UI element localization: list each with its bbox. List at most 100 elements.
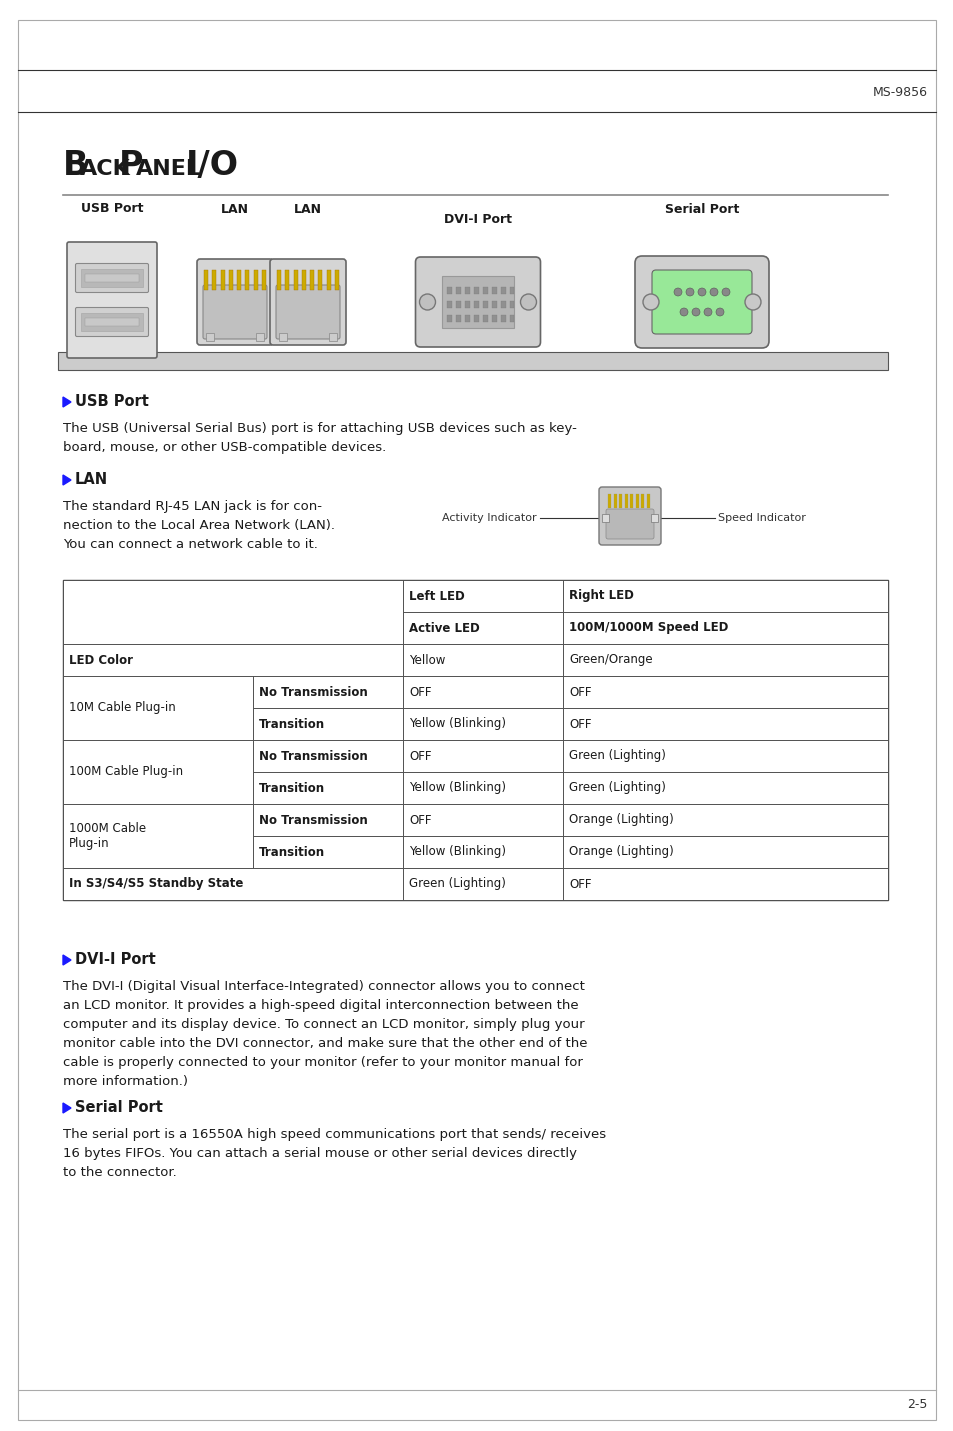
Bar <box>253 836 402 869</box>
Circle shape <box>703 308 711 316</box>
Circle shape <box>709 288 718 296</box>
Bar <box>646 494 649 508</box>
Bar <box>245 270 249 290</box>
Text: Active LED: Active LED <box>409 621 479 634</box>
Bar <box>329 333 336 341</box>
Bar <box>441 276 514 328</box>
Circle shape <box>679 308 687 316</box>
Text: ACK: ACK <box>79 159 131 179</box>
Bar <box>456 301 461 308</box>
Bar <box>650 514 658 522</box>
Bar <box>601 514 608 522</box>
Bar <box>483 315 488 322</box>
Bar <box>562 708 887 740</box>
Text: ANEL: ANEL <box>135 159 200 179</box>
Bar <box>253 708 402 740</box>
Text: P: P <box>119 149 143 182</box>
Bar <box>630 494 633 508</box>
Bar <box>562 740 887 771</box>
Text: Yellow (Blinking): Yellow (Blinking) <box>409 846 505 859</box>
Text: B: B <box>63 149 89 182</box>
Text: The DVI-I (Digital Visual Interface-Integrated) connector allows you to connect
: The DVI-I (Digital Visual Interface-Inte… <box>63 980 587 1088</box>
Bar <box>492 301 497 308</box>
FancyBboxPatch shape <box>598 487 660 545</box>
Bar <box>614 494 617 508</box>
Bar <box>456 315 461 322</box>
Text: LAN: LAN <box>75 472 108 488</box>
Bar <box>402 675 562 708</box>
Text: Orange (Lighting): Orange (Lighting) <box>568 813 673 827</box>
Bar <box>253 675 402 708</box>
Circle shape <box>716 308 723 316</box>
Text: 10M Cable Plug-in: 10M Cable Plug-in <box>69 701 175 714</box>
Bar <box>465 286 470 293</box>
Text: In S3/S4/S5 Standby State: In S3/S4/S5 Standby State <box>69 877 243 890</box>
Bar <box>402 804 562 836</box>
Text: Left LED: Left LED <box>409 590 464 602</box>
Bar <box>562 612 887 644</box>
Bar <box>213 270 216 290</box>
Polygon shape <box>63 1103 71 1113</box>
Bar <box>63 580 887 900</box>
Bar <box>294 270 297 290</box>
Bar <box>562 644 887 675</box>
Bar <box>510 315 514 322</box>
Bar <box>402 836 562 869</box>
Bar <box>285 270 289 290</box>
Bar <box>85 273 139 282</box>
Text: Transition: Transition <box>258 846 325 859</box>
Bar <box>402 708 562 740</box>
Bar <box>456 286 461 293</box>
Bar <box>335 270 338 290</box>
Text: Activity Indicator: Activity Indicator <box>442 512 537 522</box>
Circle shape <box>744 293 760 311</box>
Circle shape <box>520 293 536 311</box>
Text: No Transmission: No Transmission <box>258 685 367 698</box>
Bar <box>253 804 402 836</box>
Text: 1000M Cable
Plug-in: 1000M Cable Plug-in <box>69 821 146 850</box>
Bar <box>465 301 470 308</box>
Bar <box>492 286 497 293</box>
Text: Yellow (Blinking): Yellow (Blinking) <box>409 781 505 794</box>
Bar <box>636 494 639 508</box>
Bar <box>81 313 143 331</box>
Bar <box>562 675 887 708</box>
Circle shape <box>721 288 729 296</box>
Text: Serial Port: Serial Port <box>664 203 739 216</box>
Bar <box>402 740 562 771</box>
Text: OFF: OFF <box>409 685 431 698</box>
Circle shape <box>673 288 681 296</box>
Text: USB Port: USB Port <box>75 395 149 409</box>
FancyBboxPatch shape <box>67 242 157 358</box>
FancyBboxPatch shape <box>203 285 267 339</box>
Bar <box>262 270 266 290</box>
Bar <box>474 301 479 308</box>
Text: Green/Orange: Green/Orange <box>568 654 652 667</box>
Bar <box>447 301 452 308</box>
Bar <box>562 804 887 836</box>
Text: 100M/1000M Speed LED: 100M/1000M Speed LED <box>568 621 727 634</box>
Polygon shape <box>63 396 71 406</box>
Bar <box>63 869 402 900</box>
Bar <box>253 740 402 771</box>
Text: MS-9856: MS-9856 <box>872 86 927 100</box>
Bar <box>206 333 213 341</box>
Bar <box>63 804 253 869</box>
Bar <box>253 270 257 290</box>
Text: Orange (Lighting): Orange (Lighting) <box>568 846 673 859</box>
FancyBboxPatch shape <box>635 256 768 348</box>
Bar <box>402 869 562 900</box>
Text: OFF: OFF <box>409 813 431 827</box>
Bar <box>465 315 470 322</box>
Bar <box>255 333 264 341</box>
Bar <box>253 771 402 804</box>
Bar <box>474 315 479 322</box>
FancyBboxPatch shape <box>651 270 751 333</box>
FancyBboxPatch shape <box>270 259 346 345</box>
Bar <box>229 270 233 290</box>
Bar <box>63 580 402 644</box>
Text: Yellow: Yellow <box>409 654 445 667</box>
Bar <box>318 270 322 290</box>
Bar <box>402 644 562 675</box>
Bar <box>278 333 287 341</box>
